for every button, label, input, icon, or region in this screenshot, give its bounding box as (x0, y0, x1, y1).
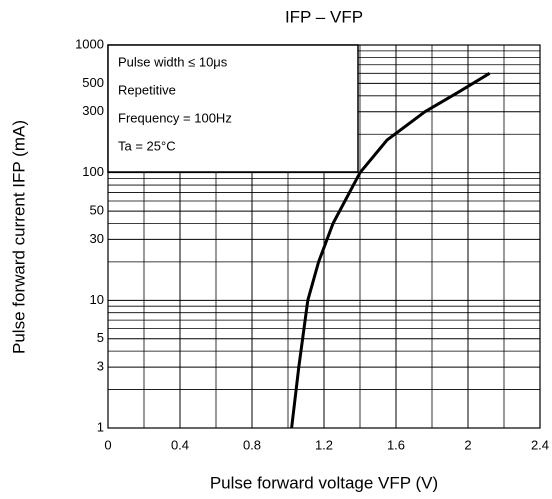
x-tick-label: 2 (464, 437, 471, 452)
x-tick-label: 1.6 (387, 437, 405, 452)
y-tick-label: 100 (82, 164, 104, 179)
y-tick-label: 1 (97, 419, 104, 434)
y-tick-label: 50 (90, 203, 104, 218)
x-tick-label: 0.4 (171, 437, 189, 452)
y-tick-label: 10 (90, 292, 104, 307)
annotation: Pulse width ≤ 10μs (118, 54, 228, 69)
legend-box (107, 44, 359, 173)
x-tick-label: 0 (104, 437, 111, 452)
data-line (290, 72, 491, 429)
y-tick-label: 500 (82, 75, 104, 90)
x-tick-label: 1.2 (315, 437, 333, 452)
y-tick-label: 300 (82, 103, 104, 118)
annotation: Frequency = 100Hz (118, 110, 232, 125)
y-tick-label: 1000 (75, 36, 104, 51)
y-axis-label: Pulse forward current IFP (mA) (9, 120, 28, 354)
y-tick-label: 30 (90, 231, 104, 246)
x-axis-label: Pulse forward voltage VFP (V) (210, 473, 438, 492)
x-tick-label: 2.4 (531, 437, 549, 452)
annotation: Ta = 25°C (118, 138, 176, 153)
y-tick-label: 3 (97, 359, 104, 374)
y-tick-label: 5 (97, 330, 104, 345)
x-tick-label: 0.8 (243, 437, 261, 452)
annotation: Repetitive (118, 82, 176, 97)
chart-title: IFP – VFP (285, 7, 363, 26)
